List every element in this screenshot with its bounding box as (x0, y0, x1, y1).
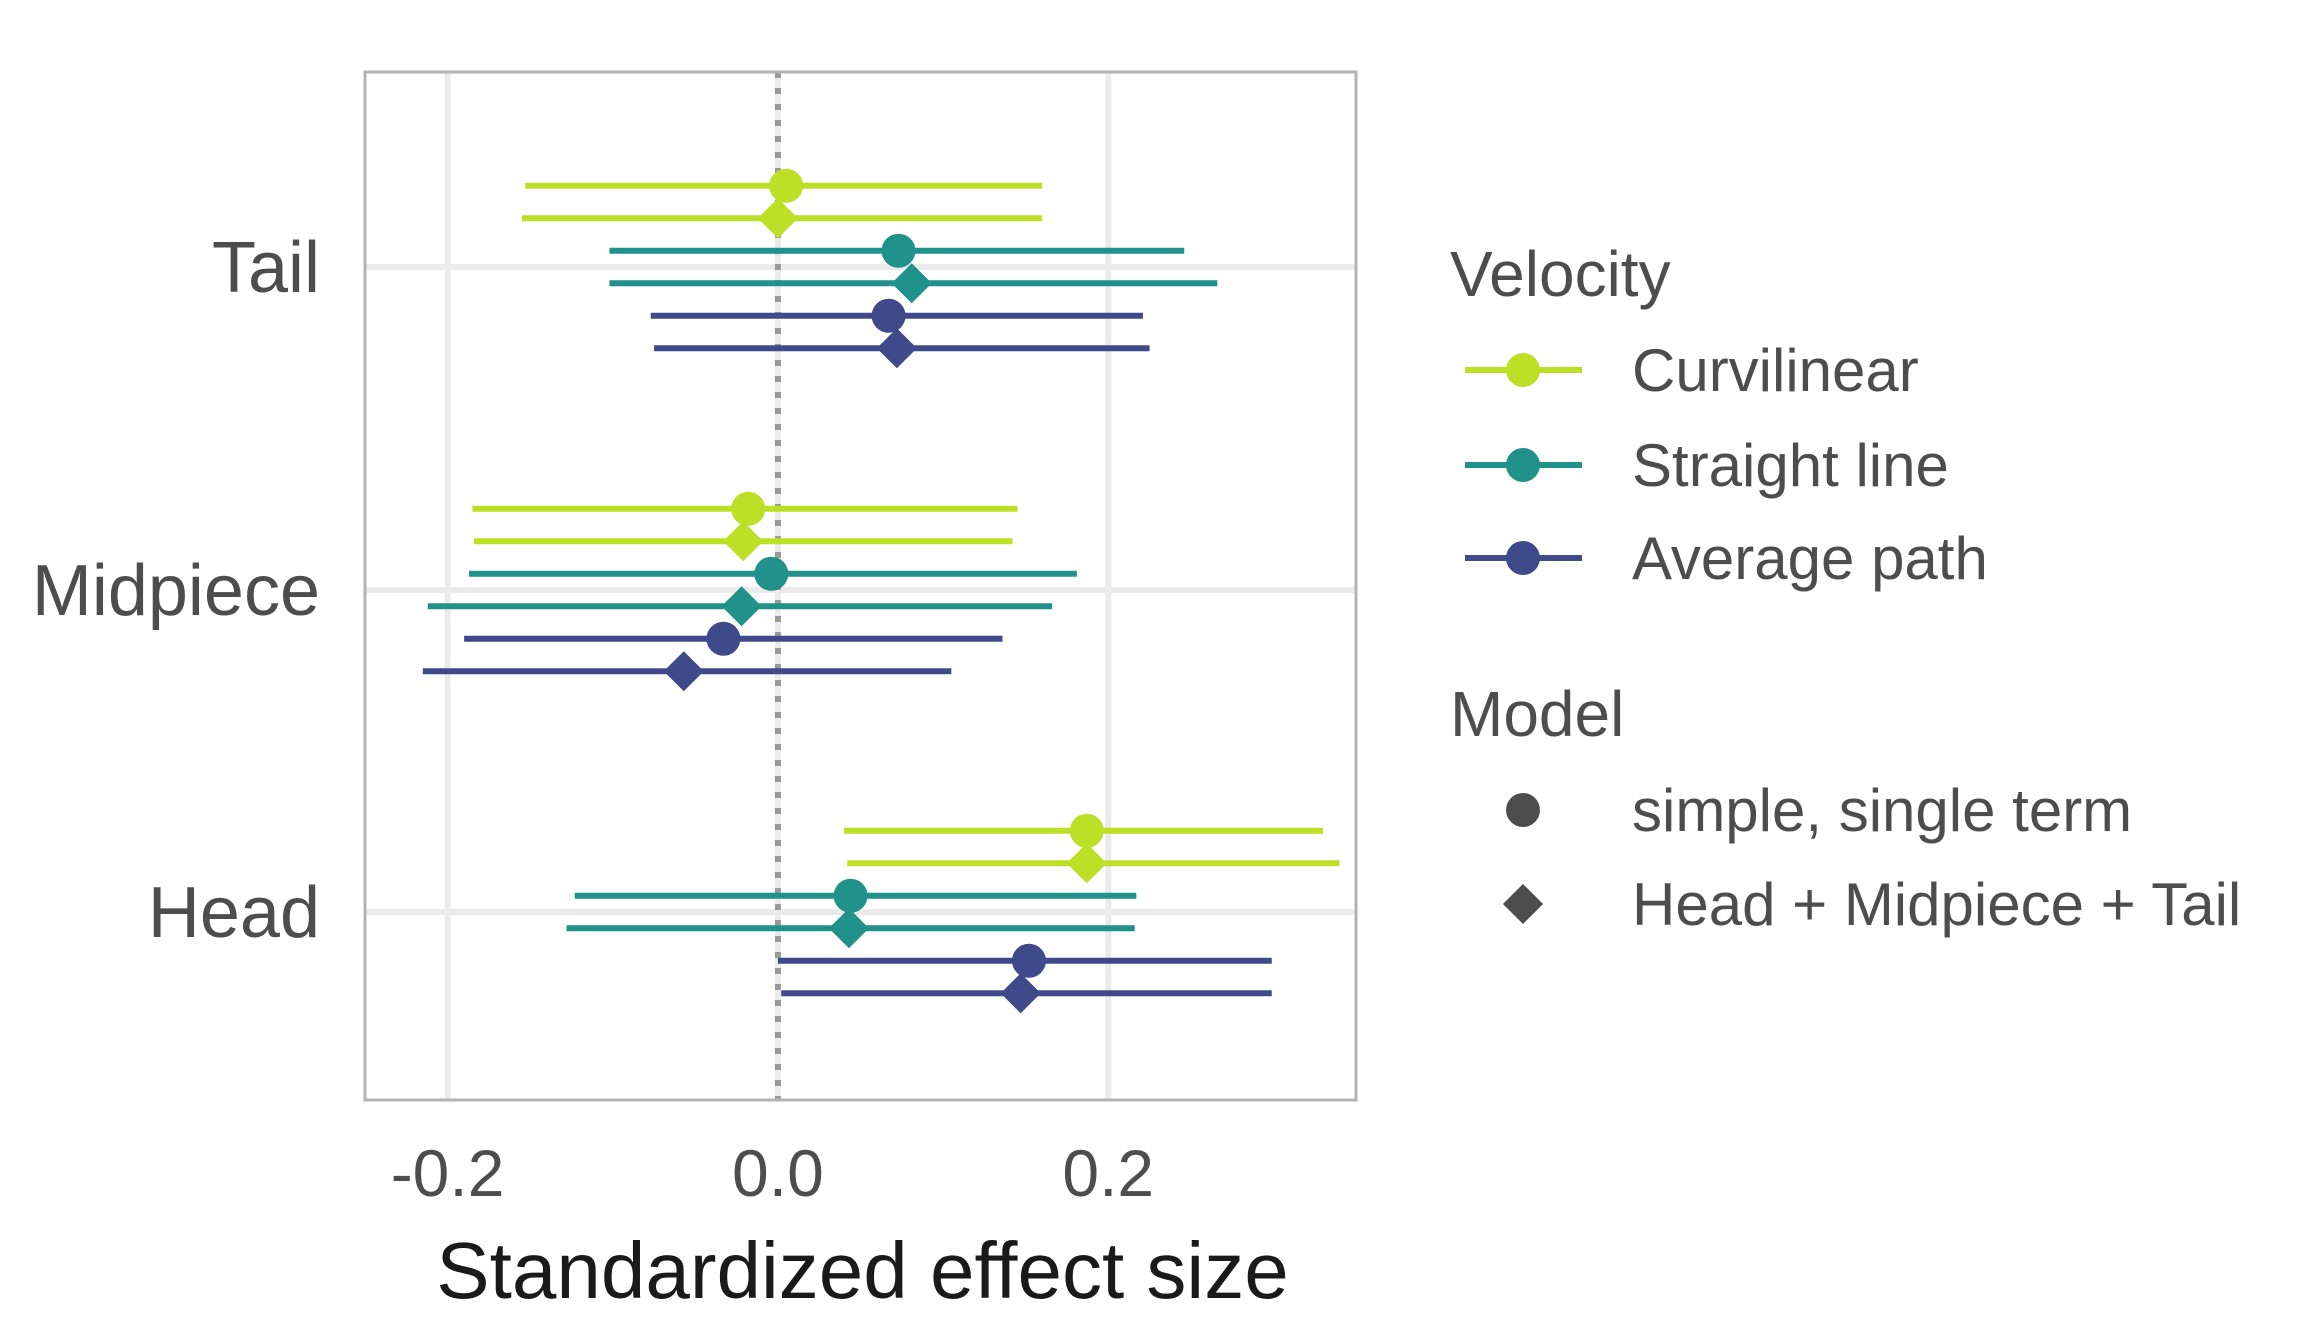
estimate-circle-point (871, 298, 906, 333)
legend-label: Curvilinear (1632, 337, 1919, 404)
estimate-diamond-point (1066, 843, 1107, 884)
legend-label: simple, single term (1632, 777, 2132, 844)
estimate-circle-point (1069, 813, 1104, 848)
estimate-circle-point (706, 621, 741, 656)
legend-item-model: Head + Midpiece + Tail (1502, 871, 2241, 938)
estimate-diamond-point (828, 908, 869, 949)
estimate-group (609, 233, 1185, 268)
legend-label: Head + Midpiece + Tail (1632, 871, 2241, 938)
estimate-circle-point (1011, 943, 1046, 978)
plot-panel-border (363, 70, 1358, 1102)
estimate-group (609, 263, 1218, 304)
x-axis-title: Standardized effect size (436, 1226, 1288, 1315)
estimate-group (781, 973, 1272, 1014)
estimate-group (654, 328, 1150, 369)
estimate-group (847, 843, 1340, 884)
legend-title-model: Model (1450, 678, 1624, 750)
grid-layer (365, 72, 1356, 1100)
estimate-group (525, 168, 1043, 203)
y-category-label: Tail (212, 228, 320, 308)
legend-title-velocity: Velocity (1450, 238, 1671, 310)
legend-item-velocity: Straight line (1465, 432, 1949, 499)
estimate-group (843, 813, 1323, 848)
axis-layer: -0.2 0.0 0.2 Tail Midpiece Head (32, 228, 1154, 1210)
estimate-group (574, 878, 1137, 913)
estimate-group (474, 521, 1013, 562)
y-category-label: Midpiece (32, 551, 320, 631)
estimate-group (566, 908, 1135, 949)
x-tick-label: 0.0 (732, 1136, 824, 1210)
estimate-group (422, 651, 952, 692)
estimate-group (472, 491, 1018, 526)
y-category-label: Head (148, 873, 320, 953)
legend-item-velocity: Curvilinear (1465, 337, 1919, 404)
estimate-group (650, 298, 1143, 333)
legend-label: Straight line (1632, 432, 1949, 499)
legend-diamond-key (1502, 883, 1544, 925)
legend-item-model: simple, single term (1506, 777, 2132, 844)
legend: Velocity Curvilinear Straight line Average … (1450, 238, 2241, 938)
estimate-group (521, 198, 1043, 239)
estimate-diamond-point (757, 198, 798, 239)
estimate-circle-point (769, 168, 804, 203)
estimate-diamond-point (876, 328, 917, 369)
estimate-circle-point (754, 556, 789, 591)
estimate-group (469, 556, 1077, 591)
estimate-group (464, 621, 1003, 656)
estimate-group (427, 586, 1053, 627)
x-tick-label: 0.2 (1062, 1136, 1154, 1210)
legend-key-point (1506, 448, 1540, 482)
estimate-group (777, 943, 1272, 978)
estimate-diamond-point (891, 263, 932, 304)
marks-layer (422, 168, 1340, 1014)
estimate-circle-point (833, 878, 868, 913)
estimate-diamond-point (1000, 973, 1041, 1014)
estimate-circle-point (881, 233, 916, 268)
estimate-diamond-point (721, 586, 762, 627)
legend-circle-key (1506, 793, 1540, 827)
estimate-circle-point (731, 491, 766, 526)
legend-key-point (1506, 541, 1540, 575)
estimate-diamond-point (723, 521, 764, 562)
legend-label: Average path (1632, 525, 1988, 592)
legend-item-velocity: Average path (1465, 525, 1988, 592)
x-tick-label: -0.2 (391, 1136, 505, 1210)
legend-key-point (1506, 353, 1540, 387)
estimate-diamond-point (663, 651, 704, 692)
